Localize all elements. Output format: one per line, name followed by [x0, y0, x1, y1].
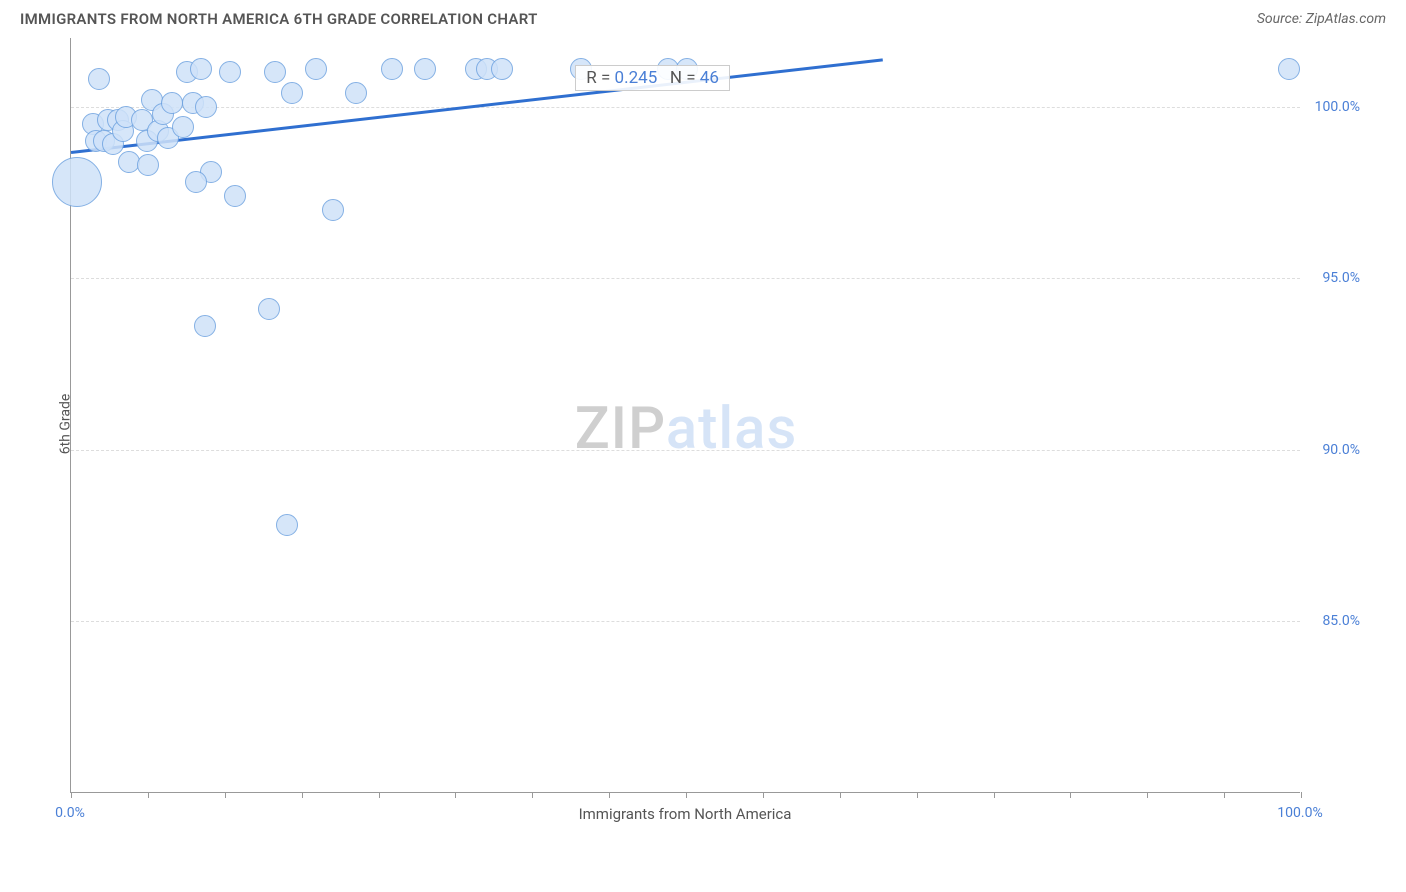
- x-tick: [840, 792, 841, 798]
- x-tick: [148, 792, 149, 798]
- x-tick: [379, 792, 380, 798]
- data-point: [219, 61, 241, 83]
- x-tick: [71, 792, 72, 798]
- y-tick-label: 90.0%: [1305, 442, 1360, 458]
- x-tick: [609, 792, 610, 798]
- watermark: ZIPatlas: [575, 395, 798, 463]
- data-point: [161, 92, 183, 114]
- chart-title: IMMIGRANTS FROM NORTH AMERICA 6TH GRADE …: [20, 10, 538, 28]
- data-point: [190, 58, 212, 80]
- data-point: [345, 82, 367, 104]
- x-tick: [1070, 792, 1071, 798]
- data-point: [224, 185, 246, 207]
- x-tick: [994, 792, 995, 798]
- x-tick: [1224, 792, 1225, 798]
- plot-area: 85.0%90.0%95.0%100.0%ZIPatlasR = 0.245 N…: [70, 38, 1300, 793]
- y-tick-label: 100.0%: [1305, 99, 1360, 115]
- x-tick: [455, 792, 456, 798]
- gridline: [71, 450, 1300, 451]
- chart-container: 85.0% 90.0% 95.0% 100.0% ZIPatlas R = 0.245 N…: [20, 38, 1380, 863]
- data-point: [52, 157, 102, 207]
- data-point: [185, 171, 207, 193]
- x-tick: [302, 792, 303, 798]
- data-point: [491, 58, 513, 80]
- data-point: [281, 82, 303, 104]
- y-axis-label: 6th Grade: [57, 393, 73, 454]
- x-tick-label: 100.0%: [1277, 805, 1322, 821]
- y-tick-label: 95.0%: [1305, 270, 1360, 286]
- x-tick: [1301, 792, 1302, 798]
- chart-header: IMMIGRANTS FROM NORTH AMERICA 6TH GRADE …: [0, 0, 1406, 33]
- x-tick: [917, 792, 918, 798]
- data-point: [172, 116, 194, 138]
- data-point: [194, 315, 216, 337]
- data-point: [195, 96, 217, 118]
- data-point: [381, 58, 403, 80]
- data-point: [276, 514, 298, 536]
- x-tick: [763, 792, 764, 798]
- data-point: [322, 199, 344, 221]
- x-tick: [686, 792, 687, 798]
- x-tick: [225, 792, 226, 798]
- x-axis-label: Immigrants from North America: [579, 805, 792, 823]
- data-point: [137, 154, 159, 176]
- x-tick-label: 0.0%: [55, 805, 85, 821]
- data-point: [118, 151, 140, 173]
- chart-source: Source: ZipAtlas.com: [1257, 11, 1386, 27]
- data-point: [414, 58, 436, 80]
- y-tick-label: 85.0%: [1305, 613, 1360, 629]
- data-point: [88, 68, 110, 90]
- data-point: [264, 61, 286, 83]
- data-point: [305, 58, 327, 80]
- data-point: [258, 298, 280, 320]
- correlation-stats: R = 0.245 N = 46: [575, 65, 730, 91]
- gridline: [71, 107, 1300, 108]
- data-point: [1278, 58, 1300, 80]
- x-tick: [532, 792, 533, 798]
- x-tick: [1147, 792, 1148, 798]
- gridline: [71, 278, 1300, 279]
- gridline: [71, 621, 1300, 622]
